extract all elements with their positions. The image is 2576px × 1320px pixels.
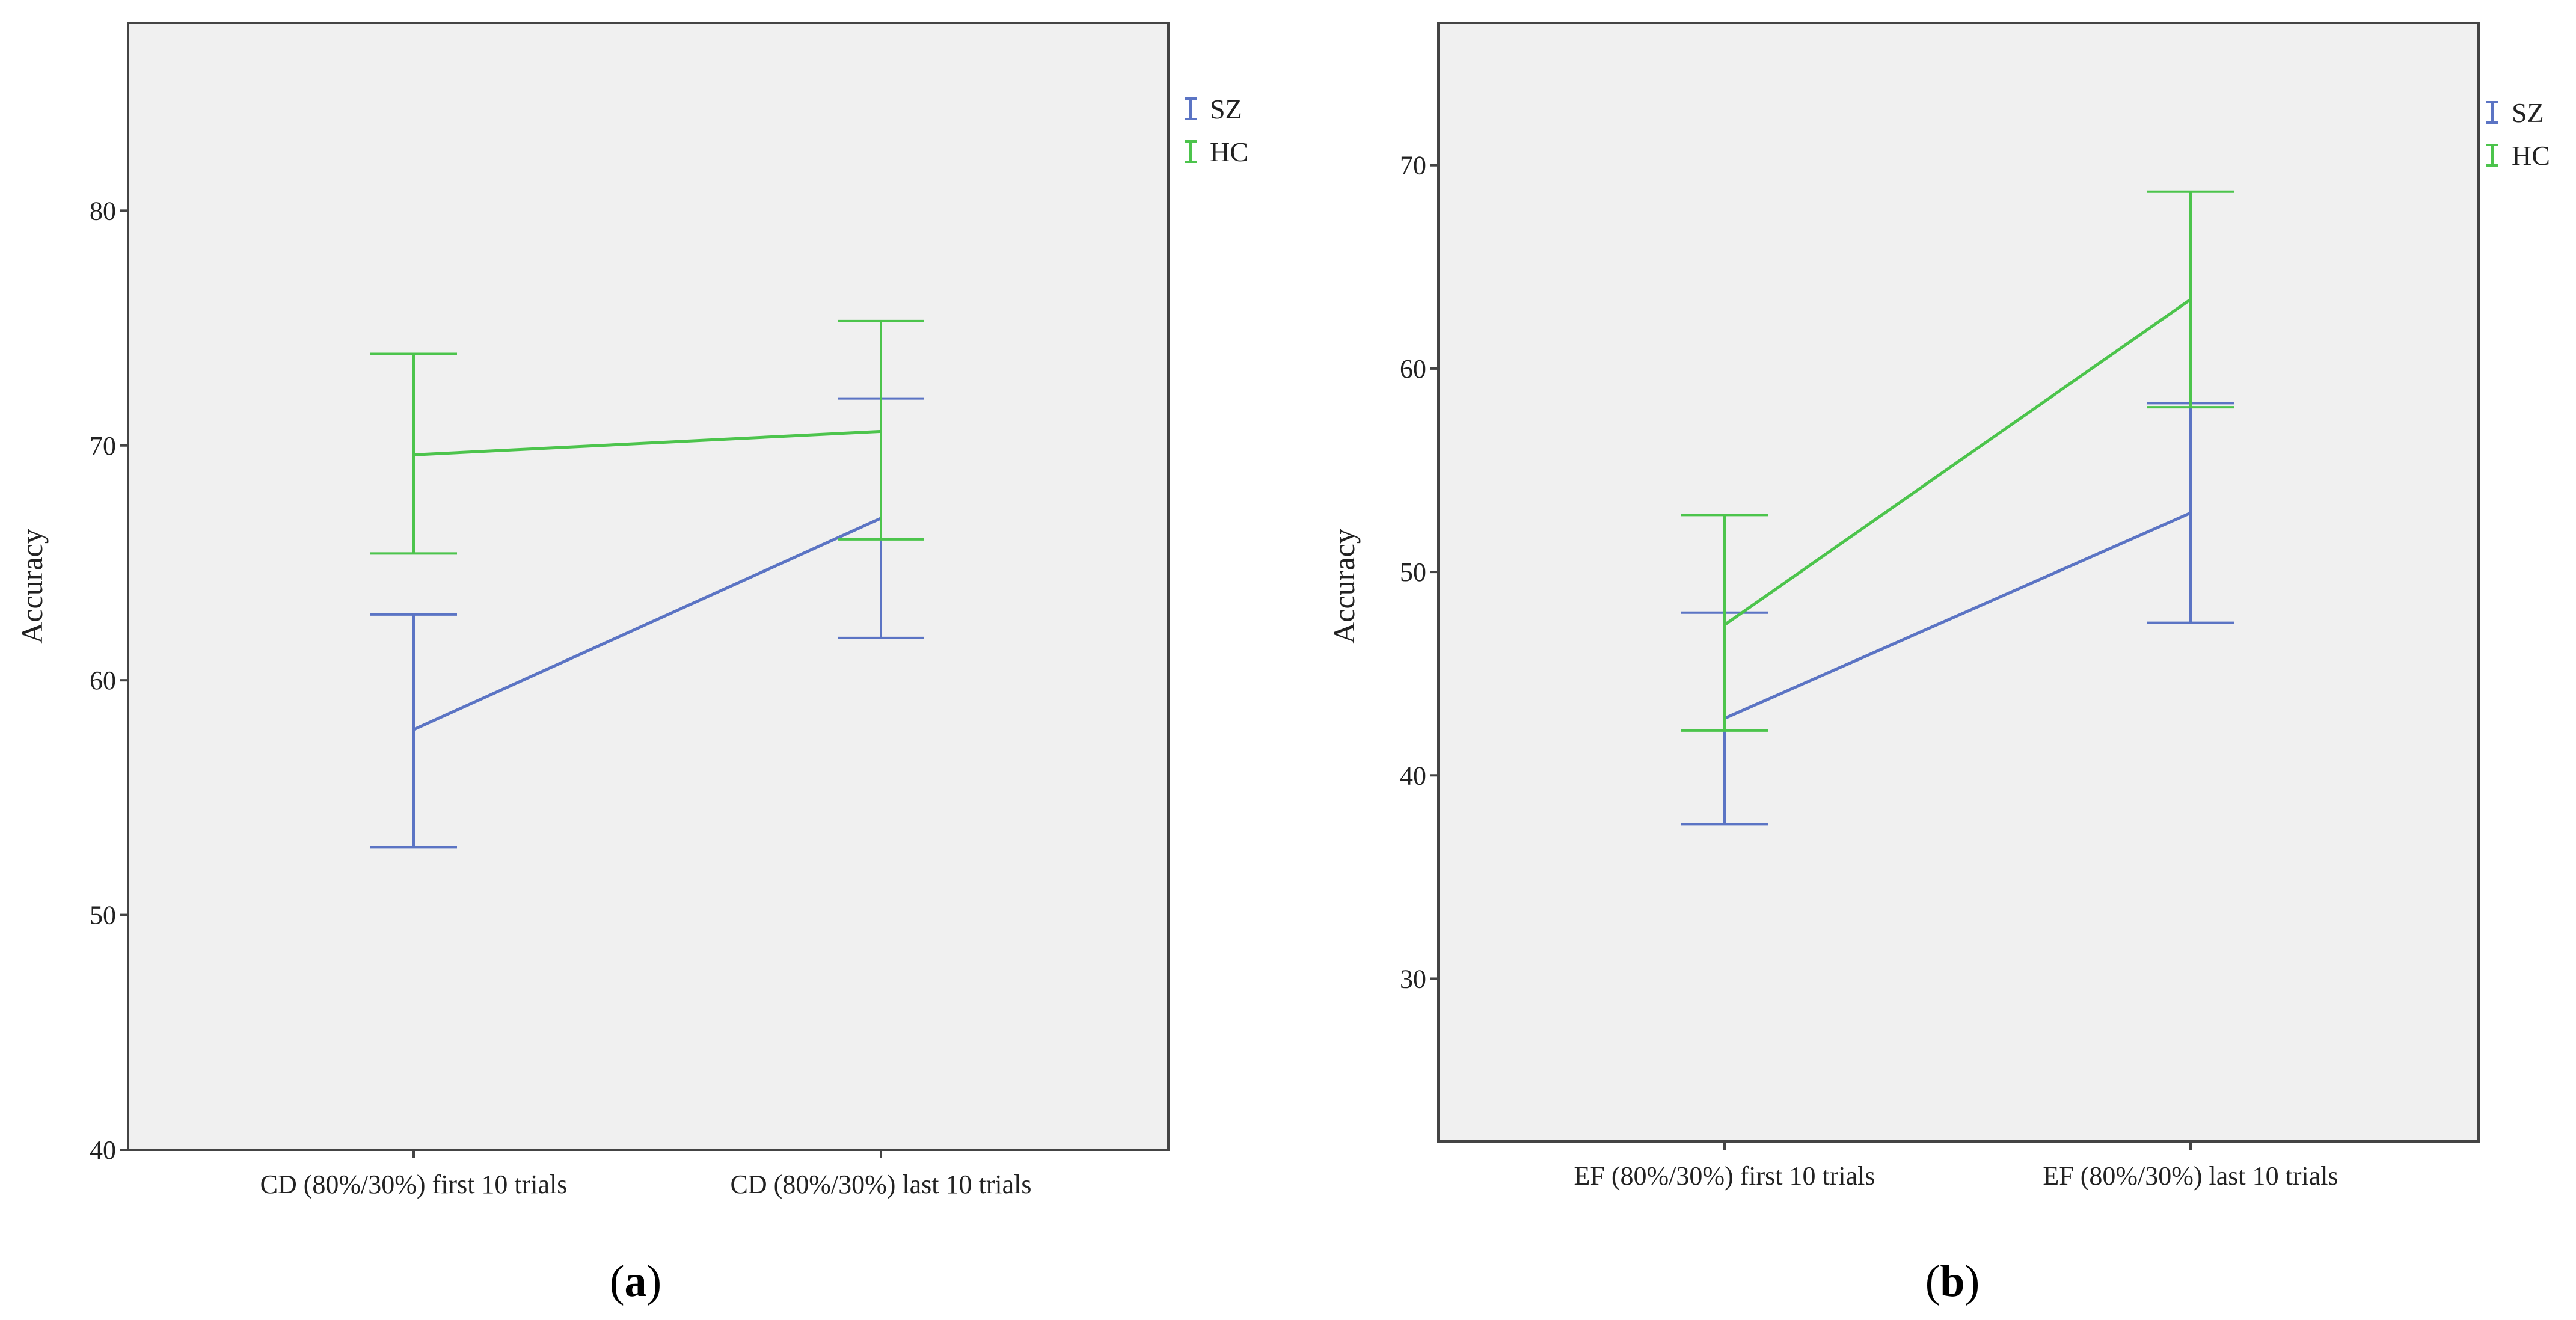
y-tick-label: 60 [1400,354,1426,384]
x-axis-a: CD (80%/30%) first 10 trials CD (80%/30%)… [260,1150,1032,1199]
x-axis-b: EF (80%/30%) first 10 trials EF (80%/30%)… [1574,1141,2338,1191]
panel-label-a: (a) [610,1257,661,1306]
y-axis-b: 30 40 50 60 70 [1400,151,1438,993]
y-tick-label: 40 [90,1135,116,1165]
series-sz-b [1681,402,2234,826]
legend-sz-label-b: SZ [2512,97,2544,128]
series-a [370,319,924,849]
legend-a: SZ HC [1185,94,1248,167]
legend-hc-label-a: HC [1210,137,1248,167]
y-tick-label: 80 [90,196,116,226]
y-tick-label: 30 [1400,964,1426,993]
x-tick-label: CD (80%/30%) first 10 trials [260,1170,568,1199]
y-tick-label: 60 [90,666,116,695]
sz-mean-line [1723,511,2192,720]
y-tick-label: 40 [1400,761,1426,790]
y-axis-title-a: Accuracy [15,529,49,644]
y-tick-label: 70 [1400,151,1426,180]
y-tick-label: 50 [1400,557,1426,587]
series-hc-a [370,319,924,555]
x-tick-label: CD (80%/30%) last 10 trials [730,1170,1031,1199]
plot-area-a [127,22,1170,1151]
y-tick-label: 70 [90,431,116,461]
legend-hc-label-b: HC [2512,140,2550,171]
panel-label-b: (b) [1925,1257,1980,1306]
series-hc-b [1681,190,2234,732]
sz-mean-line [412,517,882,731]
x-tick-label: EF (80%/30%) first 10 trials [1574,1161,1875,1191]
legend-sz-label-a: SZ [1210,94,1242,124]
plot-area-b [1437,22,2480,1143]
series-b [1681,190,2234,826]
x-tick-label: EF (80%/30%) last 10 trials [2043,1161,2338,1191]
y-axis-a: 40 50 60 70 80 [90,196,128,1165]
legend-b: SZ HC [2486,97,2550,171]
hc-mean-line [413,429,882,456]
y-tick-label: 50 [90,901,116,930]
hc-mean-line [1723,298,2192,627]
y-axis-title-b: Accuracy [1327,529,1361,644]
